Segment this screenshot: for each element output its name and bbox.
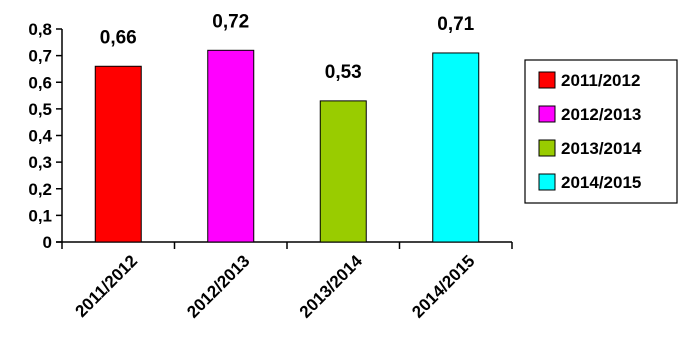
y-tick-label: 0,2 (28, 180, 52, 199)
legend-label: 2012/2013 (561, 105, 641, 124)
y-tick-label: 0,8 (28, 20, 52, 39)
y-tick-label: 0,1 (28, 206, 52, 225)
bar-2012-2013 (207, 49, 255, 243)
data-label: 0,71 (437, 14, 474, 35)
data-label: 0,66 (100, 27, 137, 48)
x-tick-label: 2014/2015 (408, 251, 478, 321)
x-tick-label: 2012/2013 (183, 251, 253, 321)
legend-label: 2014/2015 (561, 173, 641, 192)
legend-swatch (538, 105, 556, 123)
legend-swatch (538, 139, 556, 157)
legend-swatch (538, 71, 556, 89)
legend: 2011/2012 2012/2013 2013/2014 2014/2015 (524, 59, 678, 204)
legend-swatch (538, 173, 556, 191)
x-axis: 2011/2012 2012/2013 2013/2014 2014/2015 (56, 241, 513, 322)
legend-label: 2011/2012 (561, 71, 640, 90)
y-tick-label: 0,4 (28, 127, 52, 146)
y-tick-label: 0 (43, 233, 52, 252)
x-tick-label: 2011/2012 (71, 251, 141, 321)
data-label: 0,53 (325, 62, 362, 83)
y-tick-label: 0,6 (28, 73, 52, 92)
bar-2011-2012 (94, 65, 142, 243)
bars (94, 49, 480, 243)
y-axis: 0 0,1 0,2 0,3 0,4 0,5 0,6 0,7 0,8 (28, 20, 63, 252)
legend-label: 2013/2014 (561, 139, 642, 158)
bar-2014-2015 (432, 52, 480, 243)
bar-2013-2014 (319, 100, 367, 243)
y-tick-label: 0,3 (28, 153, 52, 172)
data-label: 0,72 (212, 11, 249, 32)
x-tick-label: 2013/2014 (296, 251, 367, 322)
y-tick-label: 0,7 (28, 47, 52, 66)
data-labels: 0,66 0,72 0,53 0,71 (100, 11, 475, 83)
y-tick-label: 0,5 (28, 100, 52, 119)
